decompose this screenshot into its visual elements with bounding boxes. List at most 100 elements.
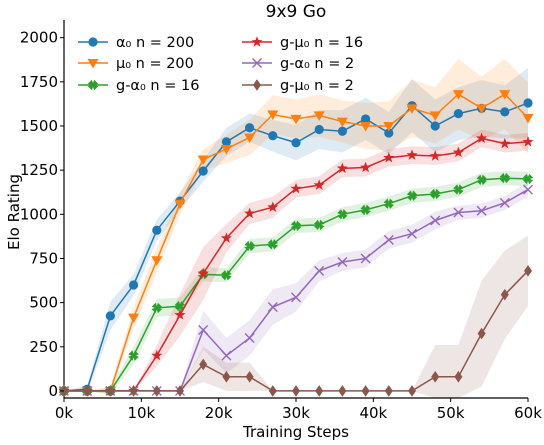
- data-point: [267, 239, 278, 250]
- data-point: [406, 104, 418, 114]
- data-point: [292, 385, 300, 397]
- data-point: [337, 209, 348, 220]
- legend-label: α₀ n = 200: [116, 35, 194, 51]
- data-point: [522, 114, 534, 124]
- data-point: [267, 110, 279, 120]
- data-point: [453, 207, 464, 218]
- data-point: [429, 111, 441, 121]
- data-point: [522, 173, 534, 185]
- data-point: [384, 385, 393, 397]
- data-point: [476, 104, 488, 114]
- data-point: [523, 98, 533, 108]
- legend: α₀ n = 200 μ₀ n = 200 g-α₀ n = 16 g-μ₀ n = …: [78, 35, 363, 94]
- y-axis-label: Elo Rating: [5, 174, 23, 250]
- legend-item: g-α₀ n = 16: [78, 78, 199, 94]
- data-point: [524, 265, 532, 277]
- data-point: [151, 349, 163, 361]
- series-band-1: [64, 58, 528, 395]
- data-point: [314, 265, 325, 276]
- data-point: [430, 215, 441, 226]
- data-point: [476, 132, 488, 144]
- data-point: [221, 350, 232, 361]
- tick-labels: 0k 10k 20k 30k 40k 50k 60k 0 250 500 750 1000 1250 15…: [20, 29, 542, 422]
- data-point: [383, 198, 394, 209]
- data-point: [337, 256, 348, 267]
- series-band-3: [64, 129, 528, 391]
- legend-marker: [251, 36, 263, 47]
- y-tick-label: 2000: [20, 29, 58, 47]
- data-point: [314, 219, 325, 231]
- legend-item: μ₀ n = 200: [78, 56, 194, 72]
- series-lines: [58, 90, 534, 397]
- data-point: [477, 327, 486, 340]
- data-point: [267, 302, 278, 313]
- legend-item: g-μ₀ n = 16: [242, 35, 363, 51]
- x-tick-label: 10k: [127, 404, 155, 422]
- data-point: [197, 155, 209, 166]
- legend-item: g-μ₀ n = 2: [242, 78, 354, 94]
- data-point: [244, 240, 255, 252]
- data-point: [244, 332, 255, 343]
- data-point: [430, 188, 441, 200]
- data-point: [406, 190, 418, 201]
- data-point: [174, 199, 186, 210]
- data-point: [500, 107, 510, 117]
- legend-label: g-α₀ n = 16: [116, 78, 199, 94]
- legend-label: g-μ₀ n = 2: [280, 78, 354, 94]
- data-point: [406, 149, 418, 160]
- data-point: [314, 124, 324, 135]
- x-tick-label: 0k: [55, 404, 74, 422]
- data-point: [383, 234, 394, 245]
- x-tick-label: 30k: [282, 404, 310, 422]
- data-point: [383, 151, 395, 163]
- data-point: [452, 90, 464, 100]
- y-tick-label: 500: [29, 294, 58, 312]
- data-point: [176, 385, 184, 397]
- legend-marker: [253, 79, 261, 91]
- legend-label: g-α₀ n = 2: [280, 56, 354, 72]
- data-point: [499, 172, 510, 184]
- data-point: [220, 144, 232, 155]
- data-point: [174, 300, 186, 312]
- data-point: [499, 90, 511, 100]
- data-point: [221, 137, 231, 147]
- data-point: [290, 220, 302, 231]
- x-tick-label: 20k: [205, 404, 233, 422]
- data-point: [290, 182, 302, 194]
- data-point: [499, 137, 511, 149]
- data-point: [128, 313, 140, 324]
- data-point: [105, 311, 115, 321]
- data-point: [429, 150, 441, 161]
- data-point: [522, 136, 534, 147]
- legend-item: α₀ n = 200: [78, 35, 194, 51]
- data-point: [338, 385, 347, 397]
- data-point: [197, 267, 209, 279]
- data-point: [476, 205, 487, 216]
- data-point: [222, 371, 231, 383]
- y-tick-label: 1000: [20, 205, 58, 223]
- data-point: [151, 256, 163, 266]
- data-point: [290, 114, 302, 125]
- y-tick-label: 0: [48, 382, 58, 400]
- data-point: [291, 138, 301, 148]
- legend-marker: [87, 59, 99, 69]
- data-point: [152, 225, 162, 235]
- data-point: [360, 121, 372, 132]
- data-point: [315, 385, 324, 397]
- data-point: [383, 121, 395, 132]
- x-tick-label: 50k: [437, 404, 465, 422]
- data-point: [476, 174, 487, 186]
- data-point: [499, 197, 510, 208]
- data-point: [152, 385, 161, 397]
- data-point: [220, 232, 232, 243]
- legend-marker: [252, 58, 262, 68]
- series-band-5: [64, 235, 528, 398]
- data-point: [244, 133, 256, 143]
- data-point: [384, 128, 394, 138]
- data-point: [128, 350, 139, 361]
- data-point: [408, 385, 416, 397]
- data-point: [336, 162, 348, 174]
- legend-marker: [87, 79, 99, 91]
